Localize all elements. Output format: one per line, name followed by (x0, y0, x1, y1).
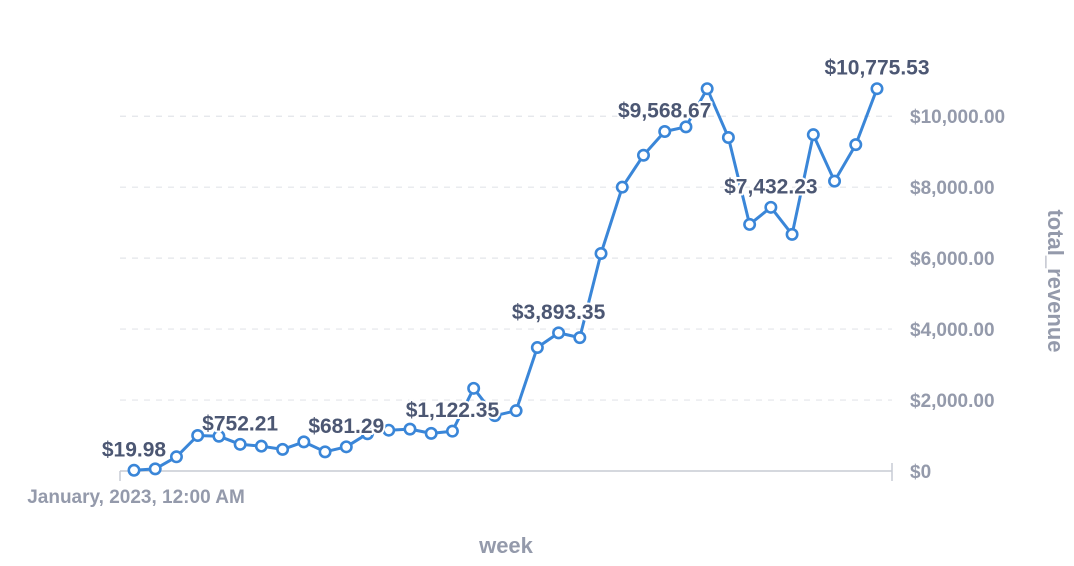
data-point (148, 462, 162, 476)
data-point (615, 180, 629, 194)
y-tick-label: $6,000.00 (910, 249, 995, 270)
data-point (636, 148, 650, 162)
data-point (403, 422, 417, 436)
data-point (679, 120, 693, 134)
y-tick-label: $2,000.00 (910, 391, 995, 412)
data-point (509, 404, 523, 418)
data-point (318, 445, 332, 459)
data-point (806, 128, 820, 142)
data-point (870, 82, 884, 96)
data-label: $7,432.23 (724, 175, 817, 198)
data-point (297, 435, 311, 449)
y-tick-label: $8,000.00 (910, 178, 995, 199)
data-point (424, 426, 438, 440)
data-label: $752.21 (202, 412, 278, 435)
data-point (530, 341, 544, 355)
y-tick-label: $0 (910, 462, 931, 483)
data-label: $1,122.35 (406, 399, 500, 422)
data-label: $681.29 (308, 415, 384, 438)
data-point (169, 450, 183, 464)
data-point (276, 442, 290, 456)
y-tick-label: $4,000.00 (910, 320, 995, 341)
data-point (254, 439, 268, 453)
y-axis-title: total_revenue (1043, 209, 1068, 352)
data-point (212, 429, 226, 443)
data-point (658, 125, 672, 139)
data-label: $3,893.35 (512, 301, 606, 324)
data-point (488, 409, 502, 423)
data-point (700, 82, 714, 96)
data-labels: $19.98 $752.21 $681.29 $1,122.35 $3,893.35 $9… (100, 55, 932, 464)
gridlines (120, 115, 892, 401)
data-label: $10,775.53 (824, 57, 929, 80)
data-point (785, 227, 799, 241)
data-point (764, 200, 778, 214)
data-point (191, 429, 205, 443)
data-label: $19.98 (102, 438, 167, 461)
data-point (594, 247, 608, 261)
data-point (233, 437, 247, 451)
data-label: $9,568.67 (618, 100, 711, 123)
data-point (721, 131, 735, 145)
data-point (467, 381, 481, 395)
data-point (573, 331, 587, 345)
x-axis-title: week (478, 533, 534, 558)
data-point (849, 138, 863, 152)
data-point (552, 326, 566, 340)
data-point (445, 424, 459, 438)
data-point (382, 423, 396, 437)
data-point (361, 427, 375, 441)
data-point (339, 440, 353, 454)
data-points (127, 82, 884, 477)
data-point (127, 463, 141, 477)
y-tick-label: $10,000.00 (910, 107, 1005, 128)
data-point (828, 174, 842, 188)
x-tick-label: January, 2023, 12:00 AM (27, 487, 245, 508)
data-point (743, 217, 757, 231)
axes: $0 $2,000.00 $4,000.00 $6,000.00 $8,000.00 $1… (119, 107, 1005, 483)
